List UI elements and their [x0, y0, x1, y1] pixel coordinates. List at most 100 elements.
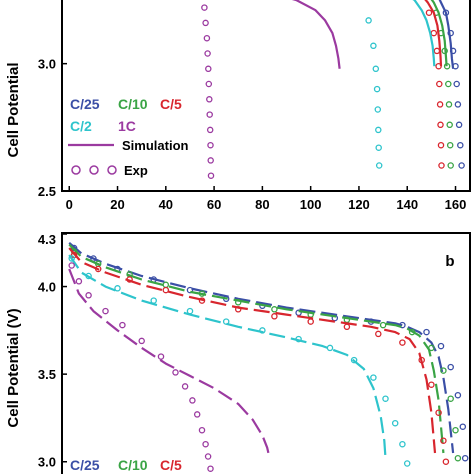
panel-a-exp-point-c25	[442, 9, 450, 16]
panel-b-ytick-label: 3.5	[38, 367, 56, 382]
panel-b-exp-point-c5	[418, 356, 425, 364]
panel-a-exp-point-c5	[435, 62, 442, 70]
panel-b-exp-point-c2	[150, 297, 157, 304]
panel-b-exp-point-c10	[452, 426, 459, 434]
panel-a-ytick-label: 3.0	[38, 57, 56, 72]
panel-a-ylabel: Cell Potential	[5, 62, 22, 157]
panel-b-exp-point-c5	[94, 265, 102, 273]
panel-a-exp-point-c2	[374, 106, 382, 113]
panel-b-exp-point-c5	[428, 381, 435, 388]
panel-a-exp-point-1c	[206, 96, 213, 103]
panel-a-exp-point-c25	[454, 101, 462, 108]
panel-b-ylabel: Cell Potential (V)	[5, 308, 22, 427]
panel-b-exp-point-c2	[403, 460, 411, 467]
panel-a-frame	[61, 0, 471, 192]
panel-b-exp-point-c2	[391, 419, 399, 427]
panel-b-exp-point-1c	[181, 383, 189, 390]
panel-b-exp-point-1c	[102, 307, 109, 315]
panel-a-series	[201, 0, 465, 179]
panel-a-simulation-1c	[291, 0, 341, 69]
panel-a-exp-point-1c	[201, 4, 208, 11]
panel-b-exp-point-c2	[399, 440, 406, 448]
legend-b-c10: C/10	[118, 457, 148, 473]
panel-b-exp-point-c2	[85, 272, 92, 280]
panel-b-exp-point-c10	[162, 281, 170, 289]
legend-a-c10: C/10	[118, 96, 148, 112]
panel-b-exp-point-c10	[447, 395, 454, 402]
panel-a-xtick-label: 100	[300, 197, 322, 212]
legend-a-c5: C/5	[160, 96, 182, 112]
panel-a-exp-point-c25	[449, 47, 457, 55]
panel-a-exp-point-1c	[206, 126, 214, 134]
panel-b: Cell Potential (V) b 3.0 3.5 4.0 4.3 C/25 C…	[5, 232, 471, 474]
panel-a-xtick-label: 0	[66, 197, 73, 212]
panel-a-exp-point-c10	[445, 101, 453, 108]
panel-a: Cell Potential 0 20 40 60 80 100 120 140 160 2.5 3…	[5, 0, 471, 212]
panel-a-exp-point-c5	[436, 80, 443, 88]
legend-a-exp-label: Exp	[124, 163, 148, 178]
panel-a-exp-point-c2	[375, 126, 382, 134]
panel-b-exp-point-c2	[114, 285, 121, 292]
panel-a-exp-point-c25	[457, 141, 464, 149]
panel-b-exp-point-c5	[343, 323, 351, 331]
panel-a-exp-point-c25	[452, 62, 459, 70]
legend-a-c25: C/25	[70, 96, 100, 112]
panel-b-letter: b	[445, 253, 454, 270]
panel-a-exp-point-c2	[372, 65, 380, 73]
panel-b-exp-point-c25	[459, 423, 467, 430]
panel-b-frame	[61, 232, 471, 474]
panel-b-exp-point-c2	[68, 255, 75, 262]
panel-a-exp-point-c5	[425, 9, 433, 16]
panel-a-exp-point-c5	[436, 101, 444, 108]
panel-a-exp-point-c5	[437, 141, 445, 149]
panel-b-exp-point-c2	[222, 318, 230, 325]
panel-b-simulation-c5	[68, 247, 437, 454]
panel-a-exp-point-1c	[205, 65, 212, 73]
panel-b-exp-point-c5	[442, 458, 450, 465]
panel-b-series	[68, 241, 469, 472]
panel-b-exp-point-c10	[198, 290, 206, 297]
panel-b-ytick-label: 4.0	[38, 280, 56, 295]
panel-b-exp-point-c2	[370, 374, 377, 381]
panel-a-ticks: 0 20 40 60 80 100 120 140 160 2.5 3.0	[38, 57, 466, 212]
legend-a-1c: 1C	[118, 118, 136, 134]
panel-a-exp-point-c2	[375, 144, 382, 151]
panel-a-exp-point-1c	[207, 157, 214, 164]
panel-a-exp-point-c10	[446, 141, 454, 149]
panel-b-exp-point-c10	[454, 454, 462, 462]
panel-a-xtick-label: 160	[445, 197, 467, 212]
legend-a-c2: C/2	[70, 118, 92, 134]
panel-b-exp-point-c25	[186, 286, 194, 294]
panel-a-exp-point-1c	[203, 34, 211, 42]
panel-b-exp-point-1c	[172, 369, 179, 376]
panel-a-exp-point-c10	[447, 162, 454, 169]
panel-a-exp-point-1c	[204, 50, 211, 57]
panel-b-exp-point-1c	[207, 465, 214, 472]
panel-b-exp-point-1c	[193, 411, 201, 418]
panel-b-exp-point-1c	[75, 278, 83, 285]
panel-b-exp-point-c10	[428, 344, 435, 352]
panel-a-legend: C/25 C/10 C/5 C/2 1C Simulation Exp	[68, 96, 189, 178]
panel-a-exp-point-1c	[207, 141, 214, 149]
legend-a-exp-marker-1	[71, 165, 81, 175]
panel-b-simulation-c10	[68, 243, 445, 454]
panel-b-exp-point-c5	[307, 318, 314, 325]
panel-a-simulation-c5	[424, 0, 443, 67]
panel-b-exp-point-1c	[202, 440, 209, 448]
panel-b-ticks: 3.0 3.5 4.0 4.3	[38, 232, 67, 470]
panel-b-exp-point-c5	[126, 276, 133, 283]
panel-a-exp-point-c10	[443, 62, 451, 70]
panel-b-exp-point-c5	[162, 286, 170, 294]
panel-a-exp-point-c2	[373, 85, 381, 93]
panel-a-exp-point-c2	[375, 162, 383, 169]
panel-b-ytick-label: 4.3	[38, 232, 56, 247]
panel-a-exp-point-1c	[206, 111, 213, 118]
panel-a-xtick-label: 60	[207, 197, 221, 212]
panel-b-exp-point-c10	[408, 328, 416, 336]
panel-b-exp-point-1c	[157, 353, 165, 360]
panel-b-exp-point-c25	[423, 328, 430, 336]
panel-b-exp-point-c2	[186, 307, 194, 315]
panel-b-exp-point-c25	[447, 363, 454, 371]
panel-a-exp-point-1c	[205, 80, 213, 88]
